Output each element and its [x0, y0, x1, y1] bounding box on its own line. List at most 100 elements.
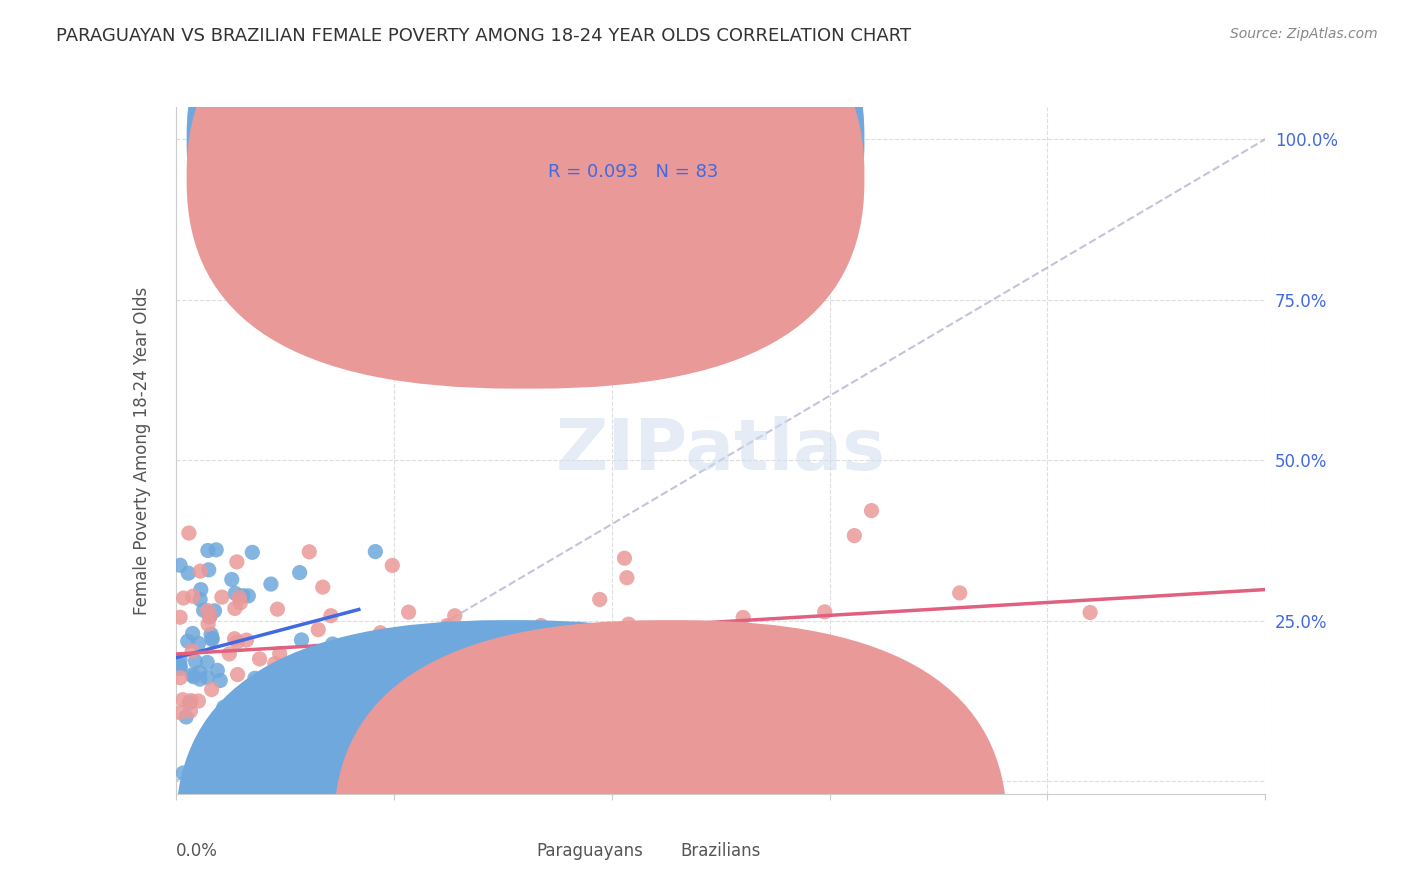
Point — [235, 745, 257, 759]
Text: Source: ZipAtlas.com: Source: ZipAtlas.com — [1230, 27, 1378, 41]
Point — [305, 644, 328, 658]
Point — [900, 683, 922, 698]
Point — [212, 700, 235, 714]
Point — [190, 582, 212, 597]
Point — [200, 627, 222, 641]
Point — [184, 654, 207, 668]
Point — [319, 608, 342, 623]
Point — [169, 658, 191, 673]
Point — [436, 621, 458, 635]
Point — [226, 667, 249, 681]
Point — [188, 672, 211, 686]
Point — [697, 633, 720, 648]
Point — [312, 580, 335, 594]
Point — [224, 632, 246, 646]
Point — [229, 596, 252, 610]
Point — [1078, 606, 1101, 620]
Point — [174, 710, 197, 724]
Point — [240, 545, 263, 559]
Point — [486, 659, 509, 673]
Point — [188, 592, 211, 607]
Point — [231, 696, 253, 710]
Point — [711, 658, 734, 673]
Point — [290, 632, 312, 647]
Point — [238, 589, 260, 603]
Point — [198, 609, 221, 624]
Point — [346, 649, 368, 664]
Point — [180, 693, 202, 707]
FancyBboxPatch shape — [187, 0, 865, 351]
Point — [257, 707, 280, 722]
Point — [197, 617, 219, 632]
Point — [235, 633, 257, 648]
Point — [228, 591, 250, 605]
Text: ZIPatlas: ZIPatlas — [555, 416, 886, 485]
FancyBboxPatch shape — [333, 620, 1007, 892]
Point — [361, 653, 384, 667]
Point — [172, 692, 194, 706]
Point — [187, 636, 209, 650]
Point — [169, 661, 191, 675]
Point — [398, 605, 420, 619]
Point — [197, 603, 219, 617]
Point — [315, 706, 337, 720]
Point — [197, 563, 219, 577]
Point — [181, 644, 204, 658]
Point — [226, 635, 249, 649]
Point — [342, 703, 364, 717]
Point — [413, 660, 436, 674]
Point — [860, 503, 883, 517]
Point — [198, 610, 221, 624]
Point — [297, 273, 319, 287]
Point — [530, 618, 553, 632]
Point — [169, 671, 191, 685]
Point — [177, 526, 200, 541]
Point — [218, 647, 240, 661]
Point — [169, 610, 191, 624]
Point — [188, 665, 211, 680]
Point — [207, 664, 229, 678]
Point — [179, 704, 201, 718]
Point — [169, 558, 191, 573]
Point — [266, 602, 288, 616]
Point — [413, 716, 436, 731]
Point — [337, 701, 360, 715]
Point — [322, 637, 344, 651]
Point — [617, 617, 640, 632]
Point — [169, 652, 191, 666]
Point — [194, 773, 217, 788]
Point — [187, 694, 209, 708]
Point — [201, 631, 224, 645]
Point — [195, 656, 218, 670]
Point — [381, 558, 404, 573]
Point — [278, 663, 301, 677]
Point — [222, 767, 245, 781]
Text: PARAGUAYAN VS BRAZILIAN FEMALE POVERTY AMONG 18-24 YEAR OLDS CORRELATION CHART: PARAGUAYAN VS BRAZILIAN FEMALE POVERTY A… — [56, 27, 911, 45]
Point — [224, 696, 246, 710]
Point — [269, 647, 291, 661]
Point — [250, 698, 273, 713]
Point — [564, 696, 586, 710]
Point — [844, 528, 866, 542]
Point — [169, 706, 191, 720]
Point — [436, 618, 458, 632]
Point — [544, 639, 567, 653]
Point — [347, 725, 370, 739]
Point — [181, 668, 204, 682]
Point — [307, 623, 329, 637]
Point — [443, 608, 465, 623]
Point — [262, 669, 284, 683]
Text: 0.0%: 0.0% — [176, 842, 218, 860]
Point — [221, 721, 243, 735]
Point — [260, 577, 283, 591]
Point — [177, 634, 200, 648]
Y-axis label: Female Poverty Among 18-24 Year Olds: Female Poverty Among 18-24 Year Olds — [134, 286, 152, 615]
Point — [181, 626, 204, 640]
FancyBboxPatch shape — [176, 620, 849, 892]
Text: Brazilians: Brazilians — [681, 842, 761, 860]
Point — [423, 626, 446, 640]
Point — [288, 566, 311, 580]
Point — [616, 571, 638, 585]
Point — [388, 680, 411, 694]
Point — [224, 601, 246, 615]
